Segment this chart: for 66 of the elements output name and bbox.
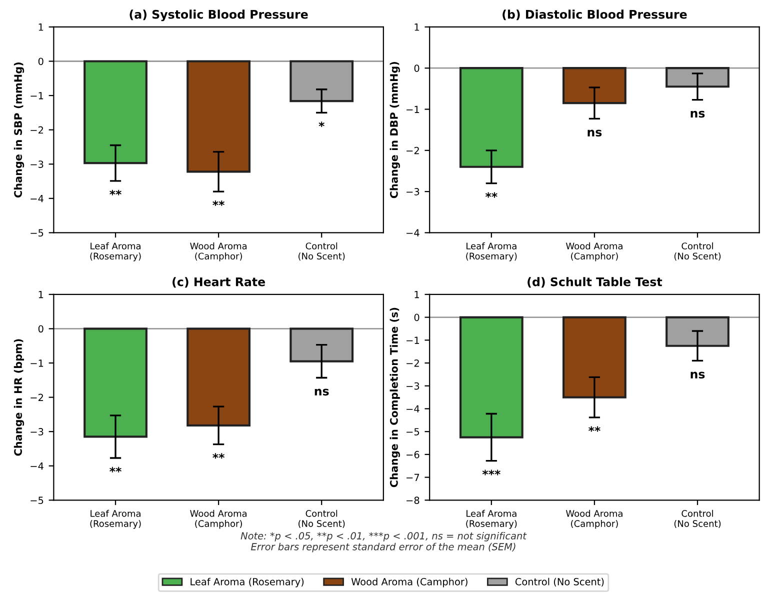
y-tick-label: 1 — [414, 291, 419, 298]
x-tick-label: Control (No Scent) — [674, 510, 721, 528]
y-tick-label: −3 — [406, 188, 420, 196]
chart-title: (b) Diastolic Blood Pressure — [502, 10, 687, 20]
y-tick-label: −4 — [406, 229, 420, 236]
data-label: * — [318, 122, 324, 128]
y-tick-label: −1 — [406, 106, 419, 113]
y-axis-title: Change in HR (bpm) — [14, 339, 24, 456]
y-tick-label: 0 — [38, 325, 44, 333]
y-axis-title: Change in DBP (mmHg) — [390, 62, 400, 198]
y-tick-label: 0 — [414, 64, 420, 72]
x-tick-label: Leaf Aroma (Rosemary) — [466, 510, 517, 529]
chart-title: (d) Schult Table Test — [528, 277, 662, 288]
y-tick-label: −4 — [406, 405, 420, 412]
y-tick-label: −2 — [406, 359, 419, 367]
data-label: *** — [482, 470, 500, 476]
chart-title: (c) Heart Rate — [172, 277, 266, 288]
data-label: ns — [690, 110, 705, 118]
y-tick-label: 1 — [414, 24, 419, 31]
y-tick-label: −5 — [30, 496, 44, 504]
x-tick-label: Wood Aroma (Camphor) — [190, 510, 247, 529]
legend-label: Leaf Aroma (Rosemary) — [190, 578, 304, 588]
x-tick-label: Leaf Aroma (Rosemary) — [466, 242, 517, 262]
data-label: ** — [588, 426, 600, 432]
text: Note: *p < .05, **p < .01, ***p < .001, ns = not significant Error bars represent standard error of the mean (SEM) — [240, 532, 527, 552]
legend-label: Wood Aroma (Camphor) — [351, 578, 468, 588]
x-tick-label: Leaf Aroma (Rosemary) — [90, 242, 141, 262]
y-tick-label: −2 — [406, 146, 419, 154]
y-axis-title: Change in Completion Time (s) — [390, 308, 400, 488]
data-label: ** — [485, 192, 498, 198]
data-label: ** — [110, 466, 122, 472]
y-tick-label: −5 — [406, 428, 420, 436]
y-tick-label: −6 — [406, 450, 420, 458]
y-tick-label: −1 — [406, 336, 419, 344]
data-label: ns — [588, 130, 602, 137]
x-tick-label: Wood Aroma (Camphor) — [190, 242, 247, 262]
y-tick-label: −4 — [30, 195, 44, 202]
y-tick-label: 1 — [38, 24, 44, 31]
data-label: ns — [690, 372, 705, 379]
y-tick-label: −4 — [30, 462, 44, 470]
chart-title: (a) Systolic Blood Pressure — [130, 10, 308, 22]
y-tick-label: −8 — [406, 496, 420, 504]
y-tick-label: −2 — [30, 394, 43, 401]
data-label: ** — [212, 200, 224, 206]
y-tick-label: −3 — [406, 382, 420, 390]
x-tick-label: Leaf Aroma (Rosemary) — [90, 510, 141, 529]
data-label: ns — [314, 388, 329, 396]
x-tick-label: Control (No Scent) — [298, 510, 345, 528]
y-tick-label: −5 — [30, 229, 44, 237]
x-tick-label: Control (No Scent) — [298, 242, 345, 261]
data-label: ** — [110, 190, 122, 196]
y-axis-title: Change in SBP (mmHg) — [14, 62, 24, 198]
y-tick-label: −7 — [406, 474, 420, 481]
y-tick-label: 1 — [38, 291, 44, 298]
y-tick-label: −3 — [30, 160, 44, 168]
x-tick-label: Wood Aroma (Camphor) — [566, 242, 622, 262]
data-label: ** — [212, 453, 224, 459]
y-tick-label: −1 — [30, 360, 44, 367]
y-tick-label: 0 — [38, 58, 44, 66]
y-tick-label: −3 — [30, 428, 44, 436]
x-tick-label: Wood Aroma (Camphor) — [566, 510, 622, 529]
y-tick-label: 0 — [414, 314, 420, 322]
legend-label: Control (No Scent) — [515, 578, 604, 587]
y-tick-label: −2 — [30, 126, 43, 134]
x-tick-label: Control (No Scent) — [674, 242, 721, 261]
y-tick-label: −1 — [30, 92, 44, 100]
